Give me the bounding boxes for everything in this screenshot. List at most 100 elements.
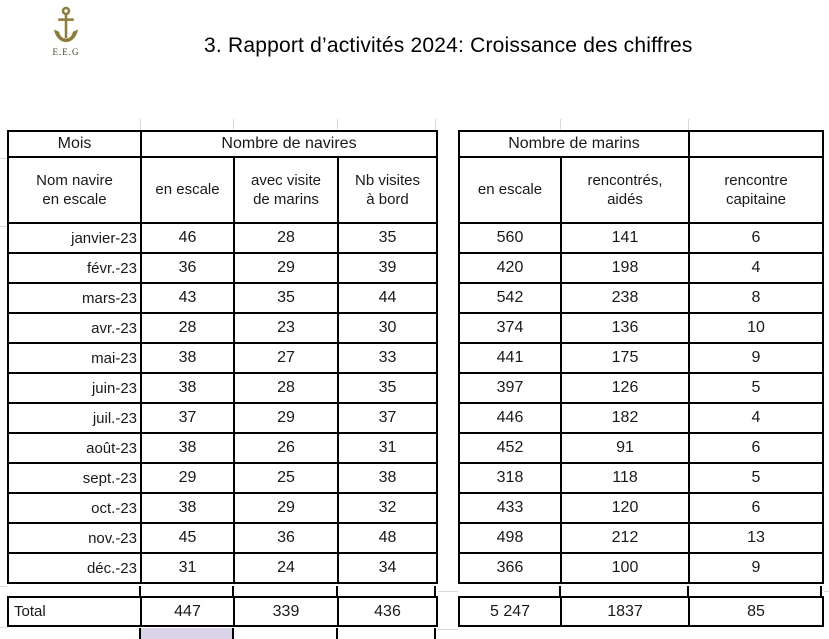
value-cell: 32 bbox=[337, 492, 438, 524]
value-cell: 38 bbox=[337, 462, 438, 494]
month-cell: déc.-23 bbox=[7, 552, 142, 584]
value-cell: 48 bbox=[337, 522, 438, 554]
value-cell: 9 bbox=[688, 552, 824, 584]
value-cell: 238 bbox=[560, 282, 690, 314]
column-header-en-escale: en escale bbox=[140, 156, 235, 224]
gridline bbox=[438, 591, 458, 592]
total-value: 447 bbox=[140, 596, 235, 627]
value-cell: 542 bbox=[458, 282, 562, 314]
value-cell: 397 bbox=[458, 372, 562, 404]
value-cell: 6 bbox=[688, 492, 824, 524]
gridline bbox=[560, 119, 561, 130]
total-value: 339 bbox=[233, 596, 339, 627]
value-cell: 13 bbox=[688, 522, 824, 554]
value-cell: 28 bbox=[140, 312, 235, 344]
value-cell: 182 bbox=[560, 402, 690, 434]
value-cell: 366 bbox=[458, 552, 562, 584]
value-cell: 452 bbox=[458, 432, 562, 464]
value-cell: 37 bbox=[337, 402, 438, 434]
value-cell: 36 bbox=[233, 522, 339, 554]
marins-table: Nombre de marins en escale rencontrés, a… bbox=[458, 130, 824, 584]
value-cell: 118 bbox=[560, 462, 690, 494]
value-cell: 29 bbox=[233, 492, 339, 524]
column-header-nb-visites: Nb visites à bord bbox=[337, 156, 438, 224]
value-cell: 4 bbox=[688, 252, 824, 284]
month-cell: oct.-23 bbox=[7, 492, 142, 524]
value-cell: 374 bbox=[458, 312, 562, 344]
value-cell: 39 bbox=[337, 252, 438, 284]
value-cell: 29 bbox=[140, 462, 235, 494]
navires-table: Mois Nombre de navires Nom navire en esc… bbox=[7, 130, 438, 584]
month-cell: juil.-23 bbox=[7, 402, 142, 434]
table-row: sept.-23 29 25 38 bbox=[7, 462, 438, 494]
group-header-navires: Nombre de navires bbox=[140, 130, 438, 158]
total-value: 85 bbox=[688, 596, 824, 627]
total-value: 436 bbox=[337, 596, 438, 627]
value-cell: 6 bbox=[688, 222, 824, 254]
value-cell: 31 bbox=[337, 432, 438, 464]
border-stub bbox=[820, 586, 822, 596]
column-header-rencontre-capitaine: rencontre capitaine bbox=[688, 156, 824, 224]
border-stub bbox=[434, 628, 436, 639]
month-cell: avr.-23 bbox=[7, 312, 142, 344]
value-cell: 28 bbox=[233, 372, 339, 404]
marins-total-table: 5 247 1837 85 bbox=[458, 596, 824, 627]
gridline bbox=[337, 119, 338, 130]
total-row: Total 447 339 436 bbox=[7, 596, 438, 627]
border-stub bbox=[687, 586, 689, 596]
table-row: 441 175 9 bbox=[458, 342, 824, 374]
value-cell: 126 bbox=[560, 372, 690, 404]
gridline bbox=[824, 591, 829, 592]
value-cell: 45 bbox=[140, 522, 235, 554]
value-cell: 141 bbox=[560, 222, 690, 254]
total-value: 5 247 bbox=[458, 596, 562, 627]
table-row: 366 100 9 bbox=[458, 552, 824, 584]
value-cell: 33 bbox=[337, 342, 438, 374]
value-cell: 38 bbox=[140, 372, 235, 404]
value-cell: 36 bbox=[140, 252, 235, 284]
value-cell: 26 bbox=[233, 432, 339, 464]
value-cell: 35 bbox=[337, 372, 438, 404]
table-row: janvier-23 46 28 35 bbox=[7, 222, 438, 254]
value-cell: 4 bbox=[688, 402, 824, 434]
border-stub bbox=[336, 628, 338, 639]
value-cell: 27 bbox=[233, 342, 339, 374]
month-cell: mars-23 bbox=[7, 282, 142, 314]
logo-caption: E.E.G bbox=[52, 47, 80, 57]
border-stub bbox=[139, 628, 141, 639]
organization-logo: E.E.G bbox=[46, 6, 86, 57]
value-cell: 34 bbox=[337, 552, 438, 584]
value-cell: 446 bbox=[458, 402, 562, 434]
group-header-marins: Nombre de marins bbox=[458, 130, 690, 158]
value-cell: 318 bbox=[458, 462, 562, 494]
border-stub bbox=[434, 586, 436, 596]
value-cell: 29 bbox=[233, 252, 339, 284]
value-cell: 175 bbox=[560, 342, 690, 374]
border-stub bbox=[232, 586, 234, 596]
total-value: 1837 bbox=[560, 596, 690, 627]
border-stub bbox=[139, 586, 141, 596]
gridline bbox=[233, 119, 234, 130]
value-cell: 38 bbox=[140, 342, 235, 374]
value-cell: 5 bbox=[688, 372, 824, 404]
table-row: déc.-23 31 24 34 bbox=[7, 552, 438, 584]
table-row: 318 118 5 bbox=[458, 462, 824, 494]
table-row: 452 91 6 bbox=[458, 432, 824, 464]
table-row: 560 141 6 bbox=[458, 222, 824, 254]
month-cell: août-23 bbox=[7, 432, 142, 464]
highlighted-cell-partial bbox=[141, 628, 233, 639]
column-header-mois: Mois bbox=[7, 130, 142, 158]
value-cell: 35 bbox=[233, 282, 339, 314]
month-cell: janvier-23 bbox=[7, 222, 142, 254]
total-row: 5 247 1837 85 bbox=[458, 596, 824, 627]
value-cell: 441 bbox=[458, 342, 562, 374]
value-cell: 10 bbox=[688, 312, 824, 344]
column-header-nom-navire: Nom navire en escale bbox=[7, 156, 142, 224]
column-header-rencontres-aides: rencontrés, aidés bbox=[560, 156, 690, 224]
value-cell: 46 bbox=[140, 222, 235, 254]
month-cell: juin-23 bbox=[7, 372, 142, 404]
table-row: oct.-23 38 29 32 bbox=[7, 492, 438, 524]
table-row: 397 126 5 bbox=[458, 372, 824, 404]
total-label: Total bbox=[7, 596, 142, 627]
